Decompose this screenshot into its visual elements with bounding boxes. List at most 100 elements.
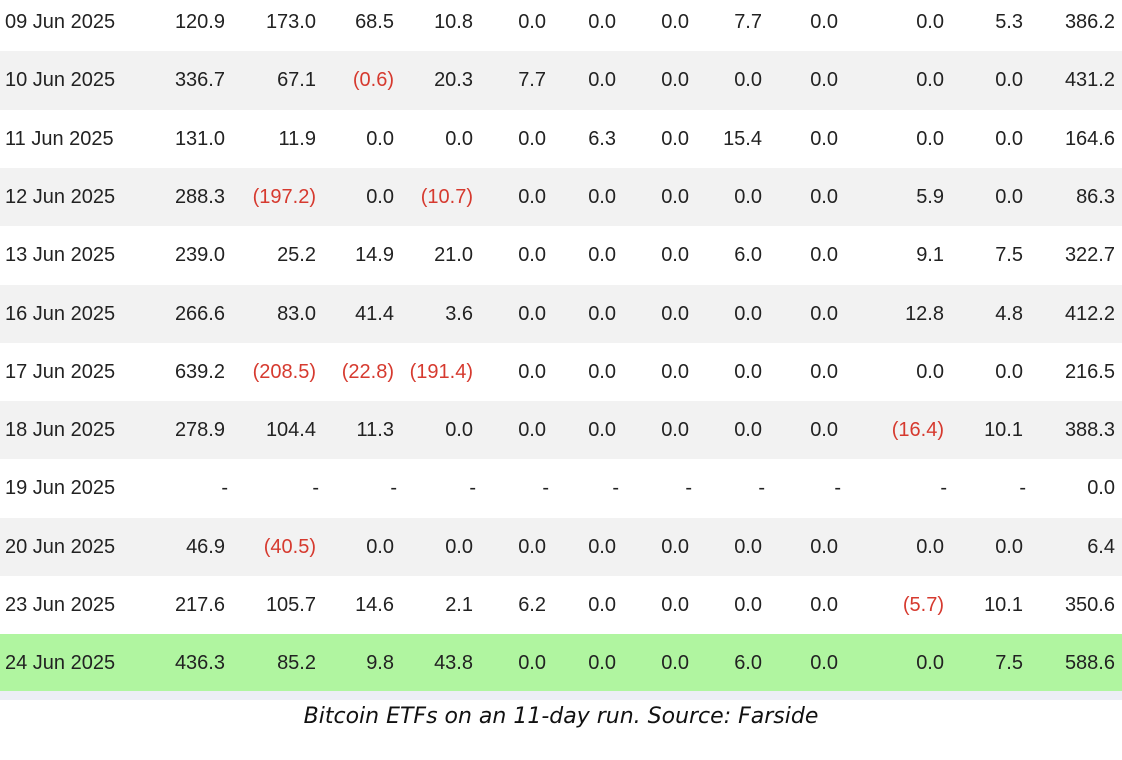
value-cell: 83.0 (277, 302, 316, 325)
value-cell: 588.6 (1064, 652, 1115, 675)
date-cell: 23 Jun 2025 (5, 594, 116, 616)
value-cell: 386.2 (1064, 11, 1115, 33)
date-cell: 12 Jun 2025 (5, 185, 116, 208)
value-cell: 0.0 (661, 185, 689, 208)
value-cell: 0.0 (916, 360, 944, 383)
value-cell: 21.0 (434, 244, 473, 267)
value-cell: 0.0 (661, 127, 689, 150)
date-cell: 10 Jun 2025 (5, 69, 116, 92)
value-cell: 412.2 (1064, 302, 1115, 325)
value-cell: 0.0 (588, 535, 616, 558)
value-cell: 0.0 (661, 302, 689, 325)
table-row: 18 Jun 2025 278.9 104.4 11.3 0.0 0.0 0.0 0.0 0.0… (0, 401, 1122, 460)
value-cell: 0.0 (734, 419, 762, 442)
value-cell: 14.9 (355, 244, 394, 267)
value-cell: 0.0 (518, 535, 546, 558)
value-cell: (208.5) (252, 360, 316, 383)
value-cell: (40.5) (263, 535, 316, 558)
value-cell: 0.0 (366, 185, 394, 208)
table-row: 19 Jun 2025 - - - - - - - - - - - 0.0 (0, 459, 1122, 517)
value-cell: 68.5 (355, 11, 394, 33)
value-cell: 6.2 (518, 594, 546, 616)
value-cell: - (758, 477, 765, 500)
value-cell: - (612, 477, 619, 500)
table-row: 17 Jun 2025 639.2 (208.5) (22.8) (191.4) 0.0 0… (0, 343, 1122, 401)
value-cell: 6.3 (588, 127, 616, 150)
value-cell: 0.0 (518, 185, 546, 208)
value-cell: 0.0 (518, 419, 546, 442)
value-cell: 14.6 (355, 594, 394, 616)
value-cell: - (469, 477, 476, 500)
value-cell: 105.7 (265, 594, 316, 616)
value-cell: 0.0 (734, 360, 762, 383)
value-cell: 0.0 (518, 302, 546, 325)
value-cell: 0.0 (588, 11, 616, 33)
value-cell: - (221, 477, 228, 500)
value-cell: 67.1 (277, 69, 316, 92)
date-cell: 19 Jun 2025 (5, 477, 116, 500)
value-cell: 388.3 (1064, 419, 1115, 442)
value-cell: 10.8 (434, 11, 473, 33)
value-cell: 25.2 (277, 244, 316, 267)
value-cell: 0.0 (916, 535, 944, 558)
date-cell: 20 Jun 2025 (5, 535, 116, 558)
value-cell: 10.1 (984, 419, 1023, 442)
table-row: 09 Jun 2025 120.9 173.0 68.5 10.8 0.0 0.0 0.0 7.… (0, 0, 1122, 51)
value-cell: 639.2 (174, 360, 225, 383)
date-cell: 17 Jun 2025 (5, 360, 116, 383)
value-cell: 217.6 (174, 594, 225, 616)
value-cell: 0.0 (810, 652, 838, 675)
value-cell: 336.7 (174, 69, 225, 92)
value-cell: 0.0 (995, 185, 1023, 208)
value-cell: 0.0 (734, 185, 762, 208)
value-cell: 0.0 (661, 244, 689, 267)
value-cell: 266.6 (174, 302, 225, 325)
value-cell: 10.1 (984, 594, 1023, 616)
value-cell: 5.9 (916, 185, 944, 208)
value-cell: 131.0 (174, 127, 225, 150)
value-cell: 0.0 (518, 127, 546, 150)
value-cell: (191.4) (409, 360, 473, 383)
value-cell: 0.0 (916, 69, 944, 92)
value-cell: 20.3 (434, 69, 473, 92)
value-cell: 0.0 (810, 419, 838, 442)
value-cell: 322.7 (1064, 244, 1115, 267)
value-cell: 0.0 (588, 419, 616, 442)
value-cell: 120.9 (174, 11, 225, 33)
value-cell: 85.2 (277, 652, 316, 675)
value-cell: 0.0 (588, 360, 616, 383)
value-cell: 0.0 (916, 127, 944, 150)
value-cell: 0.0 (661, 11, 689, 33)
value-cell: 0.0 (661, 652, 689, 675)
value-cell: 0.0 (734, 594, 762, 616)
value-cell: 0.0 (588, 244, 616, 267)
date-cell: 13 Jun 2025 (5, 244, 116, 267)
value-cell: (22.8) (341, 360, 394, 383)
value-cell: 5.3 (995, 11, 1023, 33)
table-row: 11 Jun 2025 131.0 11.9 0.0 0.0 0.0 6.3 0.0 15.4 0… (0, 110, 1122, 168)
value-cell: 0.0 (518, 652, 546, 675)
value-cell: 0.0 (661, 535, 689, 558)
table-footer (0, 691, 1122, 700)
value-cell: 0.0 (916, 11, 944, 33)
value-cell: 431.2 (1064, 69, 1115, 92)
value-cell: 0.0 (588, 185, 616, 208)
value-cell: 278.9 (174, 419, 225, 442)
value-cell: 7.7 (734, 11, 762, 33)
table-row: 10 Jun 2025 336.7 67.1 (0.6) 20.3 7.7 0.0 0.0 0.… (0, 51, 1122, 110)
value-cell: 0.0 (734, 535, 762, 558)
value-cell: 0.0 (734, 69, 762, 92)
value-cell: 12.8 (905, 302, 944, 325)
value-cell: - (940, 477, 947, 500)
value-cell: 3.6 (445, 302, 473, 325)
value-cell: 0.0 (661, 594, 689, 616)
value-cell: 0.0 (588, 594, 616, 616)
value-cell: 0.0 (445, 419, 473, 442)
value-cell: - (1019, 477, 1026, 500)
value-cell: 0.0 (445, 127, 473, 150)
value-cell: (5.7) (902, 594, 944, 616)
value-cell: (16.4) (891, 419, 944, 442)
value-cell: 4.8 (995, 302, 1023, 325)
value-cell: 7.7 (518, 69, 546, 92)
value-cell: (197.2) (252, 185, 316, 208)
